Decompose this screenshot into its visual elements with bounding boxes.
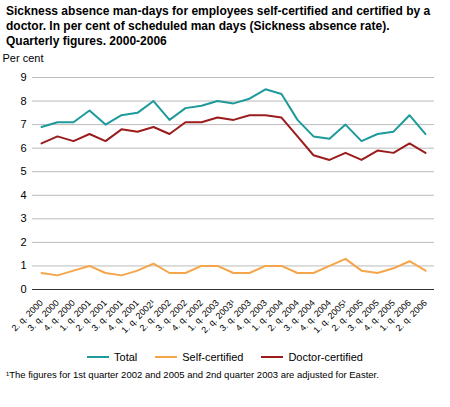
html-text:Total: Total — [114, 351, 138, 363]
svg-text:3. q. 2004: 3. q. 2004 — [281, 297, 317, 334]
svg-text:1. q. 2006: 1. q. 2006 — [377, 297, 413, 334]
svg-text:4: 4 — [20, 189, 26, 201]
svg-text:9: 9 — [20, 71, 26, 83]
svg-text:4. q. 2005: 4. q. 2005 — [361, 297, 397, 334]
svg-text:3. q. 2002: 3. q. 2002 — [153, 297, 189, 334]
svg-text:4. q. 2002: 4. q. 2002 — [169, 297, 205, 334]
svg-text:3. q. 2000: 3. q. 2000 — [25, 297, 61, 334]
html-text:Doctor-certified: Doctor-certified — [288, 351, 363, 363]
svg-text:3. q. 2005: 3. q. 2005 — [345, 297, 381, 334]
svg-text:3. q. 2001: 3. q. 2001 — [89, 297, 125, 334]
svg-text:1. q. 2001: 1. q. 2001 — [57, 297, 93, 334]
svg-text:2: 2 — [20, 236, 26, 248]
svg-text:2. q. 2001: 2. q. 2001 — [73, 297, 109, 334]
svg-text:2. q. 2000: 2. q. 2000 — [9, 297, 45, 334]
svg-text:8: 8 — [20, 95, 26, 107]
svg-text:3. q. 2003: 3. q. 2003 — [217, 297, 253, 334]
svg-text:4. q. 2000: 4. q. 2000 — [41, 297, 77, 334]
svg-text:Per cent: Per cent — [3, 52, 44, 64]
svg-text:1. q. 2005¹: 1. q. 2005¹ — [311, 297, 349, 336]
svg-text:2. q. 2003¹: 2. q. 2003¹ — [199, 297, 237, 336]
svg-text:4. q. 2003: 4. q. 2003 — [233, 297, 269, 334]
svg-text:4. q. 2001: 4. q. 2001 — [105, 297, 141, 334]
svg-text:5: 5 — [20, 165, 26, 177]
svg-text:1. q. 2003: 1. q. 2003 — [185, 297, 221, 334]
svg-text:0: 0 — [20, 283, 26, 295]
svg-text:3: 3 — [20, 212, 26, 224]
html-text:¹The figures for 1st quarter 2: ¹The figures for 1st quarter 2002 and 20… — [6, 369, 379, 380]
svg-text:2. q. 2005: 2. q. 2005 — [329, 297, 365, 334]
svg-text:2. q. 2002: 2. q. 2002 — [137, 297, 173, 334]
svg-text:6: 6 — [20, 142, 26, 154]
svg-text:1: 1 — [20, 259, 26, 271]
svg-text:1. q. 2004: 1. q. 2004 — [249, 297, 285, 334]
svg-text:4. q. 2004: 4. q. 2004 — [297, 297, 333, 334]
html-text:Self-certified: Self-certified — [182, 351, 244, 363]
svg-text:1. q. 2002¹: 1. q. 2002¹ — [119, 297, 157, 336]
svg-text:7: 7 — [20, 118, 26, 130]
html-text:Sickness absence man-days for: Sickness absence man-days for employees … — [6, 4, 431, 48]
svg-text:2. q. 2004: 2. q. 2004 — [265, 297, 301, 334]
svg-text:2. q. 2006: 2. q. 2006 — [394, 298, 429, 333]
